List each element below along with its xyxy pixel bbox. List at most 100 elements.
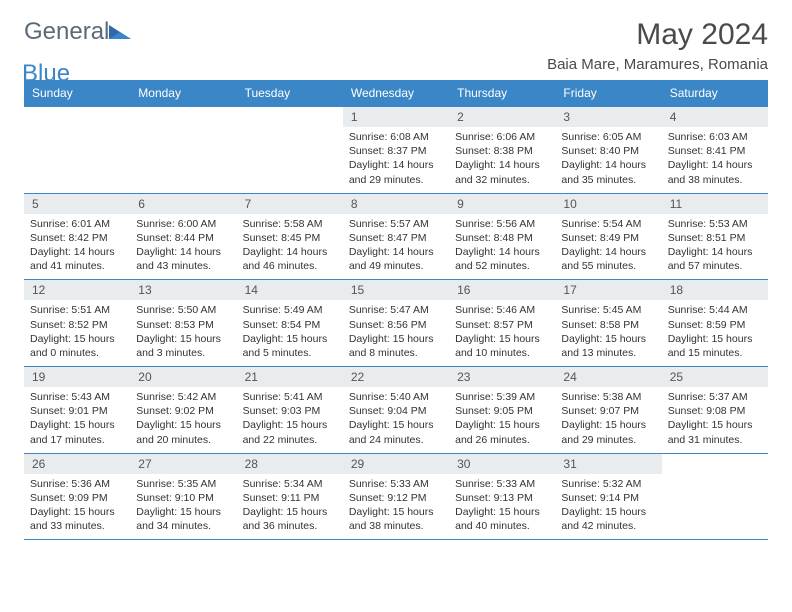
calendar-row: 19Sunrise: 5:43 AMSunset: 9:01 PMDayligh… — [24, 367, 768, 454]
sunset-line: Sunset: 9:13 PM — [455, 491, 549, 505]
sunset-line: Sunset: 9:10 PM — [136, 491, 230, 505]
sunrise-line: Sunrise: 5:43 AM — [30, 390, 124, 404]
sunset-line: Sunset: 9:03 PM — [243, 404, 337, 418]
daylight-line: Daylight: 15 hours and 3 minutes. — [136, 332, 230, 360]
daylight-line: Daylight: 15 hours and 10 minutes. — [455, 332, 549, 360]
day-data: Sunrise: 6:01 AMSunset: 8:42 PMDaylight:… — [24, 214, 130, 280]
daylight-line: Daylight: 15 hours and 40 minutes. — [455, 505, 549, 533]
sunrise-line: Sunrise: 5:36 AM — [30, 477, 124, 491]
sunset-line: Sunset: 9:01 PM — [30, 404, 124, 418]
day-number: 18 — [662, 280, 768, 300]
sunset-line: Sunset: 8:37 PM — [349, 144, 443, 158]
calendar-table: Sunday Monday Tuesday Wednesday Thursday… — [24, 80, 768, 540]
calendar-cell: 15Sunrise: 5:47 AMSunset: 8:56 PMDayligh… — [343, 280, 449, 367]
sunset-line: Sunset: 8:47 PM — [349, 231, 443, 245]
calendar-cell: 3Sunrise: 6:05 AMSunset: 8:40 PMDaylight… — [555, 107, 661, 194]
sunrise-line: Sunrise: 6:03 AM — [668, 130, 762, 144]
sunrise-line: Sunrise: 5:38 AM — [561, 390, 655, 404]
calendar-cell — [130, 107, 236, 194]
day-number: 27 — [130, 454, 236, 474]
day-number: 11 — [662, 194, 768, 214]
day-number: 4 — [662, 107, 768, 127]
sunrise-line: Sunrise: 6:05 AM — [561, 130, 655, 144]
sunset-line: Sunset: 8:48 PM — [455, 231, 549, 245]
calendar-cell: 8Sunrise: 5:57 AMSunset: 8:47 PMDaylight… — [343, 193, 449, 280]
calendar-cell: 18Sunrise: 5:44 AMSunset: 8:59 PMDayligh… — [662, 280, 768, 367]
day-number: 28 — [237, 454, 343, 474]
daylight-line: Daylight: 15 hours and 5 minutes. — [243, 332, 337, 360]
calendar-cell: 25Sunrise: 5:37 AMSunset: 9:08 PMDayligh… — [662, 367, 768, 454]
daylight-line: Daylight: 14 hours and 46 minutes. — [243, 245, 337, 273]
day-number: 13 — [130, 280, 236, 300]
day-data: Sunrise: 5:58 AMSunset: 8:45 PMDaylight:… — [237, 214, 343, 280]
sunset-line: Sunset: 9:12 PM — [349, 491, 443, 505]
daylight-line: Daylight: 15 hours and 0 minutes. — [30, 332, 124, 360]
sunset-line: Sunset: 8:57 PM — [455, 318, 549, 332]
sunrise-line: Sunrise: 6:08 AM — [349, 130, 443, 144]
calendar-cell — [237, 107, 343, 194]
logo-word2: Blue — [22, 60, 70, 87]
daylight-line: Daylight: 14 hours and 43 minutes. — [136, 245, 230, 273]
calendar-cell: 17Sunrise: 5:45 AMSunset: 8:58 PMDayligh… — [555, 280, 661, 367]
day-number: 5 — [24, 194, 130, 214]
day-data: Sunrise: 5:50 AMSunset: 8:53 PMDaylight:… — [130, 300, 236, 366]
day-data: Sunrise: 5:56 AMSunset: 8:48 PMDaylight:… — [449, 214, 555, 280]
day-number: 26 — [24, 454, 130, 474]
day-header: Friday — [555, 80, 661, 107]
day-data: Sunrise: 5:42 AMSunset: 9:02 PMDaylight:… — [130, 387, 236, 453]
daylight-line: Daylight: 15 hours and 8 minutes. — [349, 332, 443, 360]
day-data: Sunrise: 5:35 AMSunset: 9:10 PMDaylight:… — [130, 474, 236, 540]
day-data: Sunrise: 5:36 AMSunset: 9:09 PMDaylight:… — [24, 474, 130, 540]
daylight-line: Daylight: 14 hours and 38 minutes. — [668, 158, 762, 186]
sunrise-line: Sunrise: 5:35 AM — [136, 477, 230, 491]
daylight-line: Daylight: 15 hours and 34 minutes. — [136, 505, 230, 533]
daylight-line: Daylight: 15 hours and 20 minutes. — [136, 418, 230, 446]
day-header: Monday — [130, 80, 236, 107]
daylight-line: Daylight: 14 hours and 41 minutes. — [30, 245, 124, 273]
sunrise-line: Sunrise: 5:51 AM — [30, 303, 124, 317]
day-data: Sunrise: 5:37 AMSunset: 9:08 PMDaylight:… — [662, 387, 768, 453]
sunrise-line: Sunrise: 5:40 AM — [349, 390, 443, 404]
calendar-cell: 23Sunrise: 5:39 AMSunset: 9:05 PMDayligh… — [449, 367, 555, 454]
calendar-cell: 5Sunrise: 6:01 AMSunset: 8:42 PMDaylight… — [24, 193, 130, 280]
daylight-line: Daylight: 15 hours and 36 minutes. — [243, 505, 337, 533]
calendar-row: 1Sunrise: 6:08 AMSunset: 8:37 PMDaylight… — [24, 107, 768, 194]
day-data: Sunrise: 5:51 AMSunset: 8:52 PMDaylight:… — [24, 300, 130, 366]
day-data: Sunrise: 5:32 AMSunset: 9:14 PMDaylight:… — [555, 474, 661, 540]
daylight-line: Daylight: 14 hours and 55 minutes. — [561, 245, 655, 273]
day-data: Sunrise: 5:53 AMSunset: 8:51 PMDaylight:… — [662, 214, 768, 280]
sunset-line: Sunset: 9:05 PM — [455, 404, 549, 418]
calendar-cell: 7Sunrise: 5:58 AMSunset: 8:45 PMDaylight… — [237, 193, 343, 280]
sunset-line: Sunset: 8:51 PM — [668, 231, 762, 245]
logo-triangle-icon — [109, 23, 131, 39]
calendar-cell: 2Sunrise: 6:06 AMSunset: 8:38 PMDaylight… — [449, 107, 555, 194]
sunset-line: Sunset: 9:02 PM — [136, 404, 230, 418]
sunrise-line: Sunrise: 5:46 AM — [455, 303, 549, 317]
sunrise-line: Sunrise: 5:50 AM — [136, 303, 230, 317]
day-data: Sunrise: 5:45 AMSunset: 8:58 PMDaylight:… — [555, 300, 661, 366]
day-data: Sunrise: 5:41 AMSunset: 9:03 PMDaylight:… — [237, 387, 343, 453]
daylight-line: Daylight: 15 hours and 38 minutes. — [349, 505, 443, 533]
daylight-line: Daylight: 14 hours and 29 minutes. — [349, 158, 443, 186]
sunrise-line: Sunrise: 5:41 AM — [243, 390, 337, 404]
daylight-line: Daylight: 15 hours and 31 minutes. — [668, 418, 762, 446]
sunset-line: Sunset: 9:04 PM — [349, 404, 443, 418]
day-data: Sunrise: 5:33 AMSunset: 9:12 PMDaylight:… — [343, 474, 449, 540]
day-number: 29 — [343, 454, 449, 474]
sunset-line: Sunset: 8:56 PM — [349, 318, 443, 332]
daylight-line: Daylight: 15 hours and 33 minutes. — [30, 505, 124, 533]
calendar-row: 26Sunrise: 5:36 AMSunset: 9:09 PMDayligh… — [24, 453, 768, 540]
sunset-line: Sunset: 9:09 PM — [30, 491, 124, 505]
sunrise-line: Sunrise: 6:00 AM — [136, 217, 230, 231]
day-data: Sunrise: 5:49 AMSunset: 8:54 PMDaylight:… — [237, 300, 343, 366]
sunrise-line: Sunrise: 5:56 AM — [455, 217, 549, 231]
sunset-line: Sunset: 8:44 PM — [136, 231, 230, 245]
sunset-line: Sunset: 8:52 PM — [30, 318, 124, 332]
calendar-cell: 9Sunrise: 5:56 AMSunset: 8:48 PMDaylight… — [449, 193, 555, 280]
calendar-cell: 13Sunrise: 5:50 AMSunset: 8:53 PMDayligh… — [130, 280, 236, 367]
daylight-line: Daylight: 15 hours and 29 minutes. — [561, 418, 655, 446]
day-data: Sunrise: 5:40 AMSunset: 9:04 PMDaylight:… — [343, 387, 449, 453]
sunrise-line: Sunrise: 5:33 AM — [349, 477, 443, 491]
calendar-cell: 29Sunrise: 5:33 AMSunset: 9:12 PMDayligh… — [343, 453, 449, 540]
calendar-cell: 6Sunrise: 6:00 AMSunset: 8:44 PMDaylight… — [130, 193, 236, 280]
